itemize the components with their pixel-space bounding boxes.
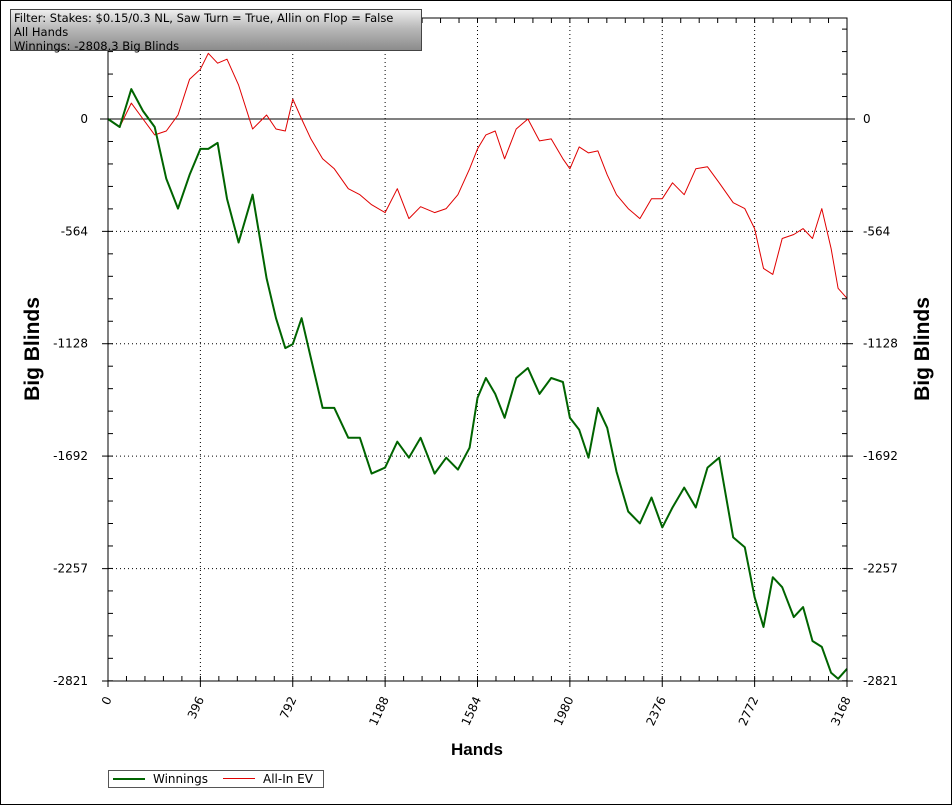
y-tick-label-left: -1692 bbox=[53, 449, 88, 463]
x-axis-title: Hands bbox=[451, 740, 503, 759]
filter-info-box: Filter: Stakes: $0.15/0.3 NL, Saw Turn =… bbox=[10, 9, 422, 53]
y-tick-label-left: -564 bbox=[61, 224, 88, 238]
y-tick-label-left: -2257 bbox=[53, 562, 88, 576]
legend-label-allin-ev: All-In EV bbox=[263, 772, 313, 786]
series-line-winnings bbox=[107, 88, 848, 680]
grid-lines bbox=[108, 18, 847, 681]
y-tick-label-left: 0 bbox=[80, 112, 88, 126]
hands-text: All Hands bbox=[14, 25, 69, 39]
winnings-text: Winnings: -2808.3 Big Blinds bbox=[14, 39, 180, 53]
y-tick-label-right: 0 bbox=[863, 112, 871, 126]
legend-swatch-winnings bbox=[113, 778, 145, 780]
plot-border bbox=[107, 17, 848, 682]
legend-label-winnings: Winnings bbox=[153, 772, 208, 786]
y-tick-label-right: -2257 bbox=[863, 562, 898, 576]
x-tick-label: 1980 bbox=[551, 694, 577, 728]
x-tick-label: 792 bbox=[277, 694, 299, 721]
x-tick-label: 396 bbox=[185, 694, 207, 721]
filter-text: Filter: Stakes: $0.15/0.3 NL, Saw Turn =… bbox=[14, 11, 394, 25]
series-line-all-in-ev bbox=[107, 52, 848, 299]
legend-swatch-allin-ev bbox=[223, 778, 255, 779]
y-tick-label-left: -2821 bbox=[53, 674, 88, 688]
x-tick-label: 0 bbox=[99, 694, 115, 707]
plot-frame bbox=[107, 17, 848, 682]
legend: Winnings All-In EV bbox=[108, 770, 324, 788]
x-tick-label: 1188 bbox=[366, 694, 392, 728]
y-tick-label-right: -1692 bbox=[863, 449, 898, 463]
y-tick-label-left: -1128 bbox=[53, 337, 88, 351]
y-axis-title-right: Big Blinds bbox=[911, 297, 934, 401]
x-tick-label: 2772 bbox=[736, 694, 762, 728]
x-tick-label: 1584 bbox=[459, 694, 485, 728]
y-tick-label-right: -2821 bbox=[863, 674, 898, 688]
x-tick-label: 2376 bbox=[643, 694, 669, 728]
y-axis-title-left: Big Blinds bbox=[21, 297, 44, 401]
y-tick-label-right: -1128 bbox=[863, 337, 898, 351]
x-tick-label: 3168 bbox=[828, 694, 854, 728]
y-tick-label-right: -564 bbox=[863, 224, 890, 238]
series-lines bbox=[107, 52, 848, 680]
